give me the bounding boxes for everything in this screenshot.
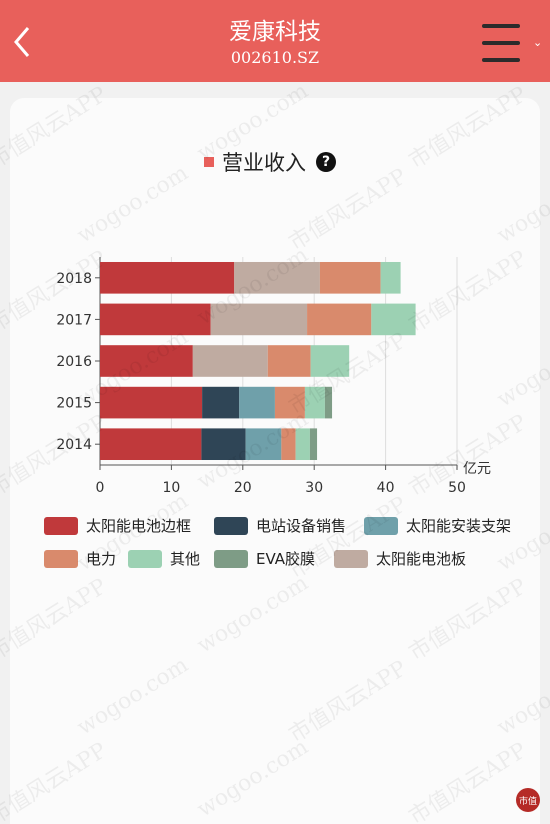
bar-segment: [304, 386, 325, 419]
legend-swatch: [44, 516, 78, 535]
legend-label: 太阳能电池边框: [86, 517, 192, 535]
company-name: 爱康科技: [229, 19, 321, 45]
bar-segment: [310, 345, 350, 377]
bar-segment: [201, 428, 246, 461]
legend-swatch: [334, 549, 368, 568]
bar-segment: [100, 386, 203, 419]
legend-item[interactable]: 太阳能安装支架: [364, 515, 511, 536]
legend-swatch: [214, 516, 248, 535]
y-tick-label: 2017: [56, 312, 92, 328]
section-marker: [204, 157, 214, 167]
help-icon[interactable]: ?: [316, 152, 336, 172]
legend-item[interactable]: 太阳能电池边框: [44, 515, 191, 536]
legend-swatch: [364, 516, 398, 535]
legend-label: 电站设备销售: [256, 517, 347, 535]
bar-segment: [192, 345, 268, 377]
bar-segment: [210, 303, 308, 336]
menu-button[interactable]: [478, 22, 524, 68]
bar-segment: [307, 303, 372, 336]
stock-code: 002610.SZ: [230, 48, 320, 67]
watermark-seal: 市值: [516, 788, 540, 812]
bar-segment: [295, 428, 310, 461]
bar-segment: [245, 428, 282, 461]
y-tick-label: 2016: [56, 354, 92, 370]
bar-segment: [202, 386, 240, 419]
legend-item[interactable]: 其他: [128, 548, 200, 569]
bar-segment: [371, 303, 416, 336]
bar-segment: [100, 261, 235, 294]
legend-label: 其他: [170, 550, 201, 568]
legend-label: 太阳能电池板: [376, 550, 467, 568]
legend-swatch: [214, 549, 248, 568]
chart-card: [10, 98, 540, 824]
x-tick-label: 0: [96, 480, 105, 496]
x-tick-label: 20: [234, 480, 252, 496]
x-tick-label: 40: [377, 480, 395, 496]
legend-swatch: [44, 549, 78, 568]
bar-segment: [239, 386, 275, 419]
bar-segment: [234, 261, 320, 294]
bar-segment: [380, 261, 401, 294]
legend-swatch: [128, 549, 162, 568]
chevron-left-icon: [14, 27, 30, 57]
bar-segment: [319, 261, 381, 294]
x-tick-label: 10: [162, 480, 180, 496]
legend-item[interactable]: 电站设备销售: [214, 515, 346, 536]
revenue-chart: 0 10 20 30 40 50 亿元 2018 2017 2016 2015 2014: [56, 257, 491, 496]
legend-item[interactable]: 电力: [44, 548, 116, 569]
chevron-down-icon[interactable]: ⌄: [533, 36, 543, 49]
bar-segment: [100, 303, 211, 336]
y-tick-label: 2015: [56, 396, 92, 412]
section-title: 营业收入: [222, 151, 306, 175]
hamburger-icon-line: [482, 58, 520, 62]
bar-segment: [100, 345, 193, 377]
app-header: 爱康科技 002610.SZ ⌄: [0, 0, 550, 82]
bar-segment: [309, 428, 318, 461]
y-tick-label: 2018: [56, 271, 92, 287]
legend-item[interactable]: EVA胶膜: [214, 548, 315, 569]
hamburger-icon-line: [482, 41, 520, 45]
bar-segment: [324, 386, 333, 419]
legend-label: 电力: [86, 550, 117, 568]
bar-segment: [281, 428, 296, 461]
legend-item[interactable]: 太阳能电池板: [334, 548, 466, 569]
y-tick-label: 2014: [56, 437, 92, 453]
bar-segment: [100, 428, 202, 461]
section-header: 营业收入 ?: [204, 147, 336, 177]
x-tick-label: 50: [448, 480, 466, 496]
legend-label: 太阳能安装支架: [406, 517, 512, 535]
x-unit-label: 亿元: [463, 461, 491, 477]
legend-label: EVA胶膜: [256, 550, 316, 568]
bar-segment: [267, 345, 311, 377]
back-button[interactable]: [4, 18, 44, 66]
bar-segment: [274, 386, 305, 419]
x-tick-label: 30: [305, 480, 323, 496]
hamburger-icon: [482, 24, 520, 28]
